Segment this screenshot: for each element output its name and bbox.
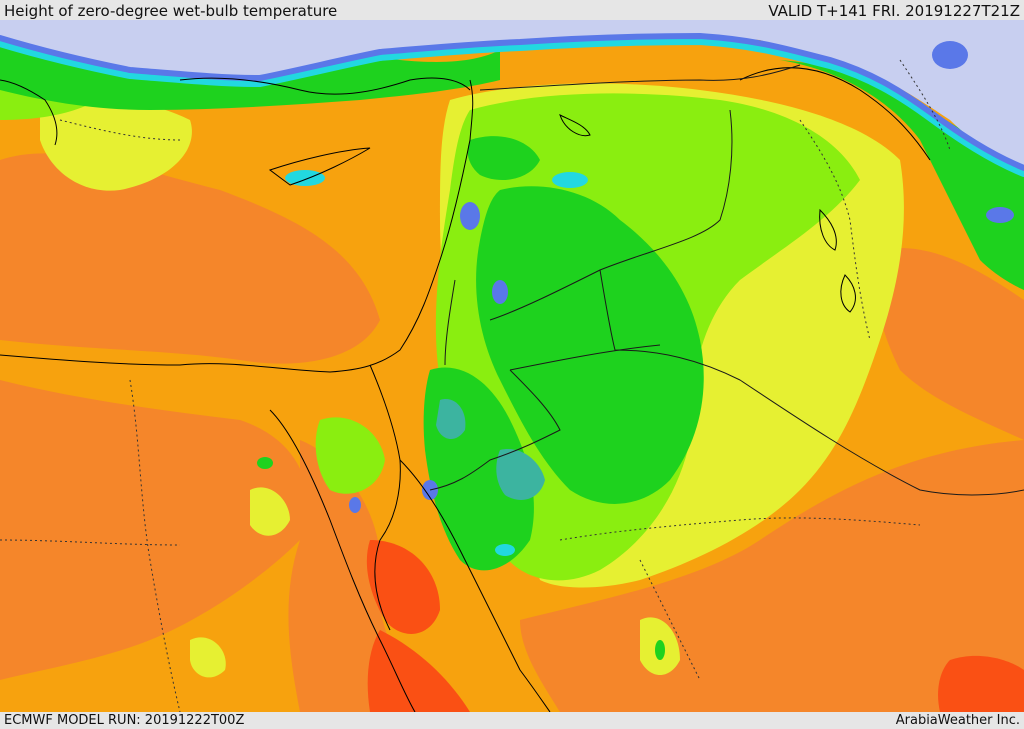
map-header: Height of zero-degree wet-bulb temperatu… <box>0 0 1024 20</box>
valid-time-label: VALID T+141 FRI. 20191227T21Z <box>768 2 1020 20</box>
map-footer: ECMWF MODEL RUN: 20191222T00Z ArabiaWeat… <box>0 712 1024 729</box>
map-canvas <box>0 20 1024 712</box>
credit-label: ArabiaWeather Inc. <box>895 713 1020 728</box>
field-sea-low <box>0 20 1024 170</box>
model-run-label: ECMWF MODEL RUN: 20191222T00Z <box>4 713 245 728</box>
field-cyan <box>0 34 1024 177</box>
internal-borders <box>0 59 951 712</box>
field-red-orange <box>366 540 1024 712</box>
field-teal <box>436 399 545 500</box>
map-title: Height of zero-degree wet-bulb temperatu… <box>4 2 338 20</box>
weather-map[interactable] <box>0 20 1024 712</box>
coastlines <box>0 67 931 712</box>
field-blue <box>0 32 1024 171</box>
field-spots <box>257 41 1014 660</box>
borders <box>429 64 1024 496</box>
